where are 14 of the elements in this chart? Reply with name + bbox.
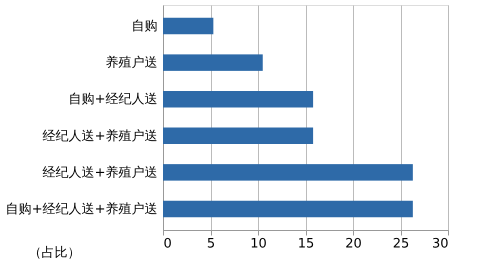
x-tick-label: 0: [164, 236, 172, 252]
x-tick-label: 5: [206, 236, 216, 252]
y-tick-label: 经纪人送+养殖户送: [42, 164, 158, 180]
x-tick-label: 20: [345, 236, 362, 252]
x-tick-label: 10: [250, 236, 267, 252]
x-tick-label: 30: [432, 236, 448, 252]
y-tick-label: 自购+经纪人送+养殖户送: [6, 200, 158, 217]
y-tick-label: 养殖户送: [106, 54, 158, 71]
x-tick-label: 25: [392, 236, 410, 252]
y-tick-label: 经纪人送+养殖户送: [42, 128, 158, 144]
x-axis-title: （占比）: [28, 246, 80, 260]
y-tick-label: 自购+经纪人送: [68, 92, 158, 108]
x-tick-label: 15: [298, 236, 314, 252]
y-tick-label: 自购: [132, 19, 158, 34]
